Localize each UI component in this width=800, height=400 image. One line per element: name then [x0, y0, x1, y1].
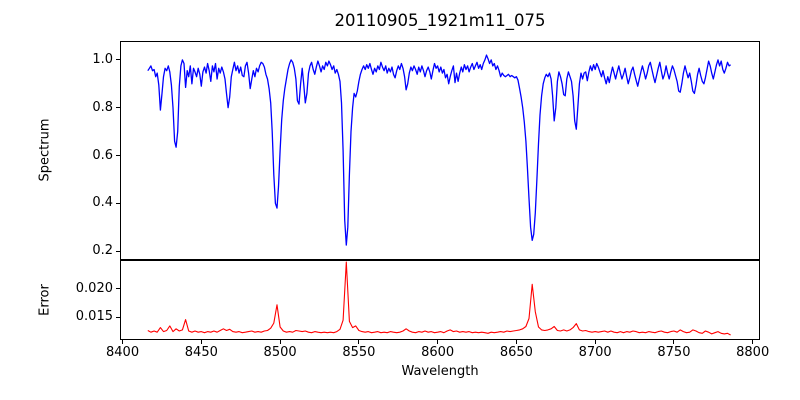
x-tick-label: 8550	[342, 345, 376, 360]
x-tick-mark	[437, 340, 439, 344]
x-tick-label: 8800	[736, 345, 770, 360]
x-tick-label: 8450	[184, 345, 218, 360]
x-tick-label: 8650	[499, 345, 533, 360]
spectrum-y-tick-label: 0.6	[92, 147, 113, 163]
x-tick-mark	[752, 340, 754, 344]
error-y-tick-label: 0.015	[75, 309, 113, 325]
error-plot-area	[147, 261, 731, 336]
chart-title: 20110905_1921m11_075	[334, 11, 546, 30]
x-tick-label: 8400	[106, 345, 140, 360]
x-tick-label: 8750	[657, 345, 691, 360]
spectrum-y-tick-label: 0.2	[92, 243, 113, 259]
x-tick-mark	[594, 340, 596, 344]
spectrum-y-tick-label: 0.8	[92, 99, 113, 115]
x-tick-label: 8500	[263, 345, 297, 360]
x-tick-label: 8600	[421, 345, 455, 360]
spectrum-y-tick-label: 1.0	[92, 51, 113, 67]
x-tick-mark	[515, 340, 517, 344]
spectrum-plot-area	[147, 54, 732, 246]
error-y-tick-label: 0.020	[75, 280, 113, 296]
error-panel	[120, 260, 760, 340]
x-tick-label: 8700	[578, 345, 612, 360]
x-tick-mark	[358, 340, 360, 344]
x-tick-mark	[673, 340, 675, 344]
x-axis-label: Wavelength	[401, 364, 479, 379]
x-tick-mark	[200, 340, 202, 344]
x-tick-mark	[279, 340, 281, 344]
spectrum-panel	[120, 41, 760, 260]
spectrum-y-tick-label: 0.4	[92, 195, 113, 211]
spectrum-line	[147, 54, 732, 246]
x-tick-mark	[122, 340, 124, 344]
error-line	[147, 261, 731, 336]
